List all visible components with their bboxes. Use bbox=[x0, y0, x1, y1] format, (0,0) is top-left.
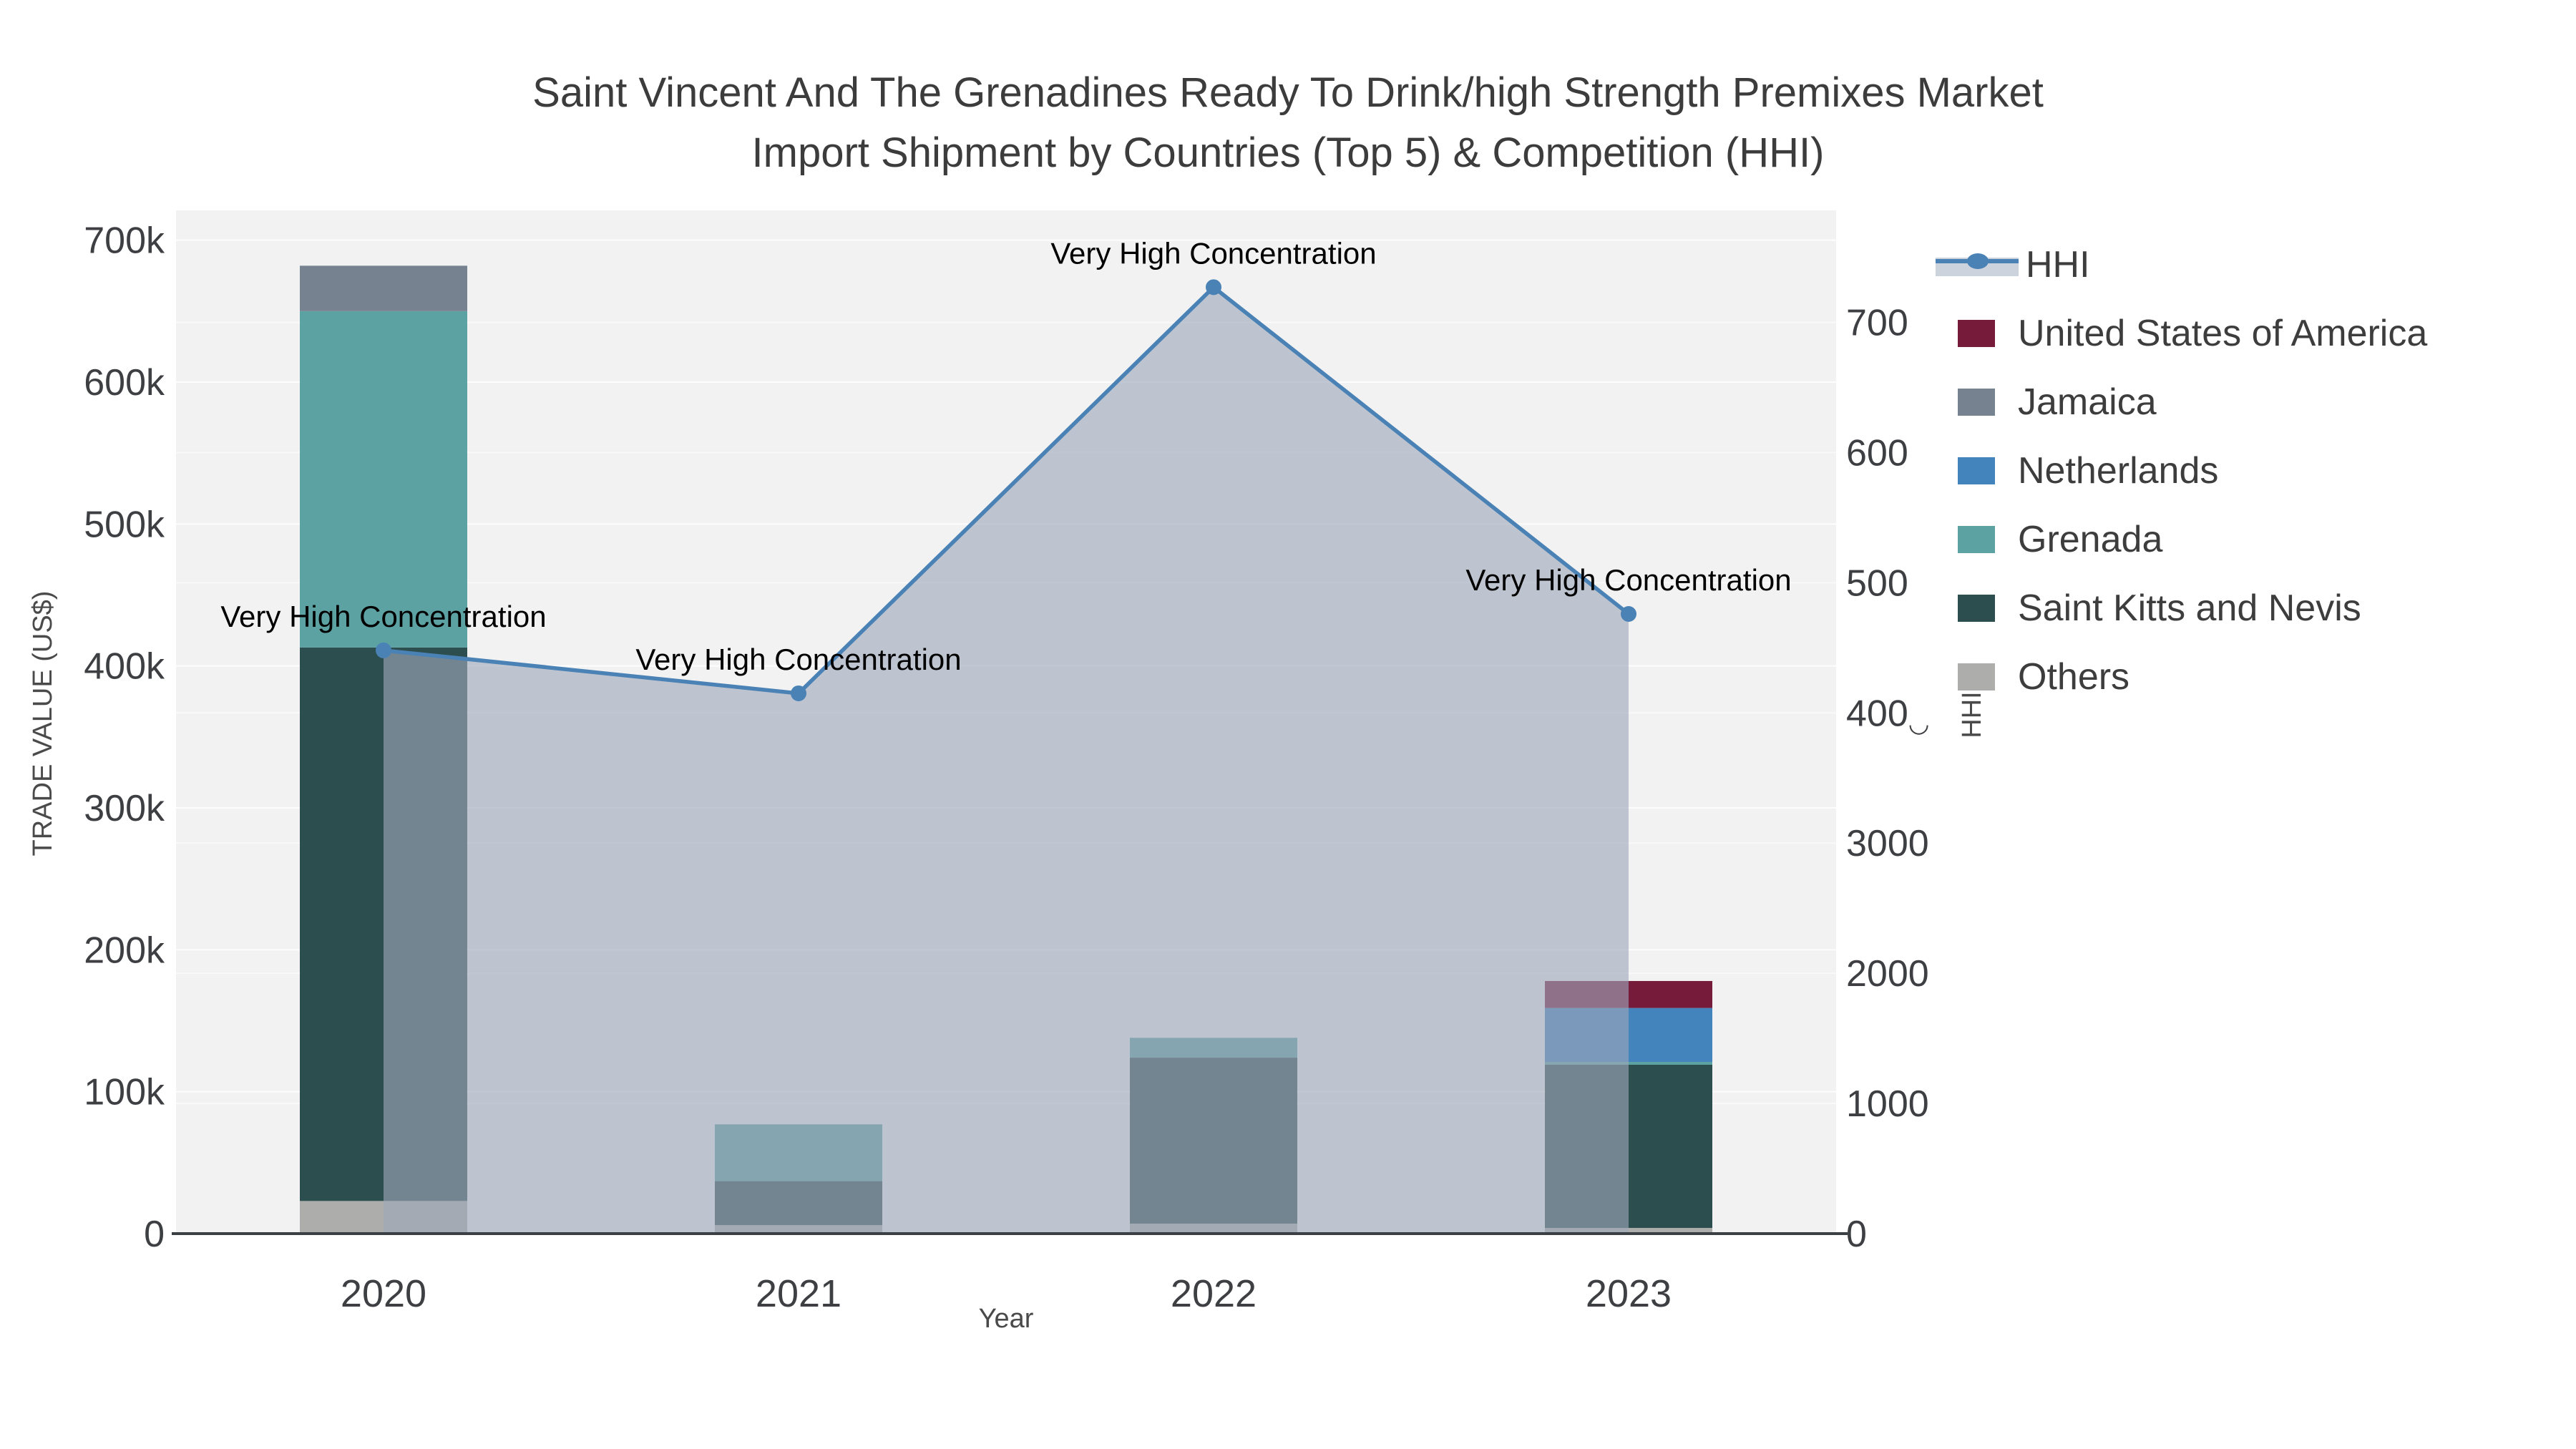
chart-title-line1: Saint Vincent And The Grenadines Ready T… bbox=[532, 69, 2044, 116]
legend-item-jamaica[interactable]: Jamaica bbox=[1932, 368, 2427, 436]
hhi-marker bbox=[1206, 279, 1221, 296]
x-tick-label: 2021 bbox=[756, 1272, 841, 1315]
legend-item-grenada[interactable]: Grenada bbox=[1932, 505, 2427, 574]
y-right-tick-label: 3000 bbox=[1846, 823, 1929, 864]
annotation-very-high-concentration: Very High Concentration bbox=[635, 643, 961, 676]
legend-item-united-states-of-america[interactable]: United States of America bbox=[1932, 299, 2427, 368]
bar-segment-grenada bbox=[300, 311, 467, 648]
y-left-tick-label: 500k bbox=[84, 504, 165, 545]
legend-item-netherlands[interactable]: Netherlands bbox=[1932, 436, 2427, 505]
netherlands-swatch-icon bbox=[1958, 457, 1995, 484]
y-right-tick-label: 700 bbox=[1846, 302, 1908, 343]
y-right-tick-label: 500 bbox=[1846, 562, 1908, 604]
legend-item-hhi[interactable]: HHI bbox=[1932, 230, 2427, 299]
annotation-very-high-concentration: Very High Concentration bbox=[1465, 563, 1791, 597]
clipped-zero-artifact: ◡ bbox=[1908, 710, 1930, 737]
legend-item-label: Netherlands bbox=[2018, 450, 2219, 492]
x-tick-label: 2023 bbox=[1586, 1272, 1672, 1315]
legend-item-others[interactable]: Others bbox=[1932, 643, 2427, 711]
legend-item-label: Others bbox=[2018, 656, 2130, 698]
hhi-line bbox=[383, 285, 1630, 696]
bar-segment-jamaica bbox=[300, 265, 467, 311]
x-tick-label: 2020 bbox=[341, 1272, 426, 1315]
hhi-area-fill bbox=[384, 287, 1629, 1234]
grenada-swatch-icon bbox=[1958, 526, 1995, 553]
x-tick-label: 2022 bbox=[1171, 1272, 1257, 1315]
united-states-of-america-swatch-icon bbox=[1958, 320, 1995, 347]
chart-title: Saint Vincent And The Grenadines Ready T… bbox=[0, 63, 2576, 183]
hhi-marker bbox=[791, 685, 806, 701]
others-swatch-icon bbox=[1958, 663, 1995, 691]
legend-item-label: Jamaica bbox=[2018, 381, 2157, 423]
y-right-tick-label: 400◡ bbox=[1846, 693, 1929, 737]
hhi-marker bbox=[376, 642, 391, 658]
annotation-very-high-concentration: Very High Concentration bbox=[1050, 236, 1376, 270]
legend-item-label: HHI bbox=[2026, 244, 2090, 286]
y-left-tick-label: 0 bbox=[144, 1214, 165, 1255]
y-left-tick-label: 700k bbox=[84, 220, 165, 262]
y-left-tick-label: 200k bbox=[84, 930, 165, 971]
hhi-marker bbox=[1621, 605, 1636, 622]
y-left-axis-title: TRADE VALUE (US$) bbox=[28, 590, 58, 857]
legend-item-label: United States of America bbox=[2018, 313, 2428, 354]
y-right-tick-label: 1000 bbox=[1846, 1083, 1929, 1125]
jamaica-swatch-icon bbox=[1958, 389, 1995, 416]
chart-title-line2: Import Shipment by Countries (Top 5) & C… bbox=[751, 130, 1825, 176]
y-left-tick-label: 600k bbox=[84, 362, 165, 404]
annotation-very-high-concentration: Very High Concentration bbox=[220, 600, 546, 633]
legend: HHI United States of America Jamaica Nether… bbox=[1932, 230, 2427, 711]
legend-item-label: Saint Kitts and Nevis bbox=[2018, 587, 2361, 629]
y-right-tick-label: 600 bbox=[1846, 432, 1908, 474]
y-right-tick-label: 0 bbox=[1846, 1214, 1867, 1255]
y-left-tick-label: 400k bbox=[84, 646, 165, 688]
y-left-tick-label: 100k bbox=[84, 1072, 165, 1113]
x-axis-title: Year bbox=[978, 1304, 1034, 1334]
legend-item-saint-kitts-and-nevis[interactable]: Saint Kitts and Nevis bbox=[1932, 574, 2427, 643]
saint-kitts-and-nevis-swatch-icon bbox=[1958, 595, 1995, 622]
y-left-tick-label: 300k bbox=[84, 788, 165, 829]
y-right-tick-label: 2000 bbox=[1846, 953, 1929, 995]
legend-item-label: Grenada bbox=[2018, 519, 2163, 560]
hhi-line-swatch-icon bbox=[1936, 250, 2019, 279]
